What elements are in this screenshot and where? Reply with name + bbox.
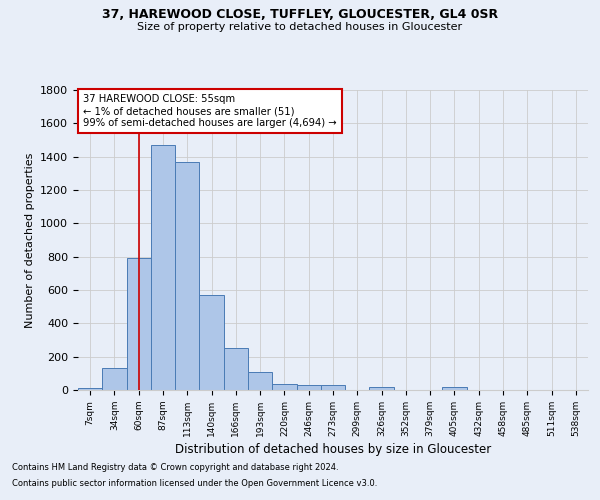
Bar	[370, 386, 394, 390]
Bar	[127, 258, 151, 390]
Bar	[78, 388, 102, 390]
Bar	[224, 348, 248, 390]
Bar	[102, 368, 127, 390]
Text: Contains public sector information licensed under the Open Government Licence v3: Contains public sector information licen…	[12, 478, 377, 488]
Bar	[442, 386, 467, 390]
Bar	[296, 385, 321, 390]
Bar	[272, 384, 296, 390]
Bar	[321, 385, 345, 390]
Text: Contains HM Land Registry data © Crown copyright and database right 2024.: Contains HM Land Registry data © Crown c…	[12, 464, 338, 472]
Text: Size of property relative to detached houses in Gloucester: Size of property relative to detached ho…	[137, 22, 463, 32]
Y-axis label: Number of detached properties: Number of detached properties	[25, 152, 35, 328]
Bar	[248, 372, 272, 390]
Bar	[151, 145, 175, 390]
Text: 37 HAREWOOD CLOSE: 55sqm
← 1% of detached houses are smaller (51)
99% of semi-de: 37 HAREWOOD CLOSE: 55sqm ← 1% of detache…	[83, 94, 337, 128]
Text: 37, HAREWOOD CLOSE, TUFFLEY, GLOUCESTER, GL4 0SR: 37, HAREWOOD CLOSE, TUFFLEY, GLOUCESTER,…	[102, 8, 498, 20]
Bar	[199, 295, 224, 390]
Text: Distribution of detached houses by size in Gloucester: Distribution of detached houses by size …	[175, 442, 491, 456]
Bar	[175, 162, 199, 390]
